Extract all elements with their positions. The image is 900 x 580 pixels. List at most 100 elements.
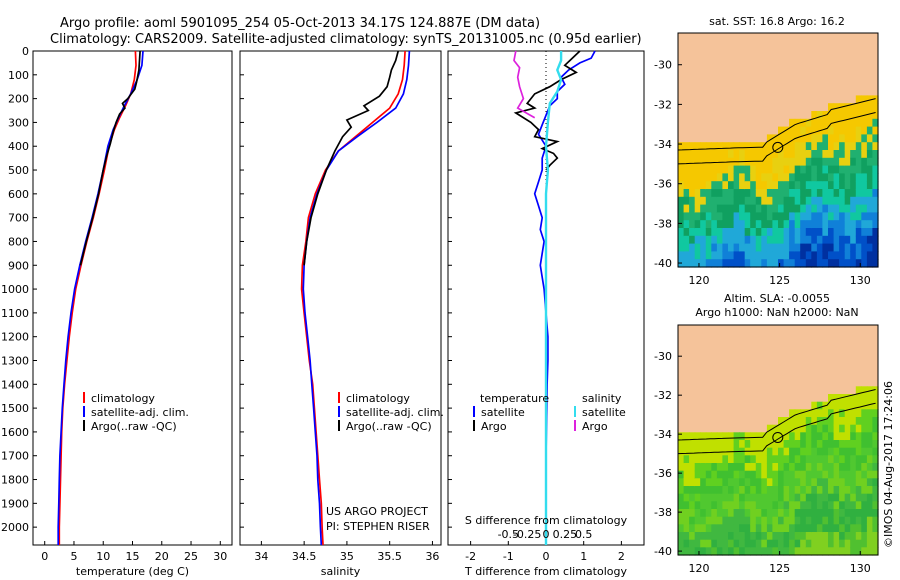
map-cell — [828, 486, 835, 495]
map-cell — [822, 455, 829, 464]
map-cell — [800, 243, 807, 252]
map-cell — [733, 486, 740, 495]
map-cell — [789, 118, 796, 128]
map-cell — [811, 165, 818, 174]
map-cell — [733, 524, 740, 533]
map-cell — [694, 150, 701, 159]
map-cell — [694, 547, 701, 556]
map-cell — [855, 417, 862, 426]
map-cell — [728, 532, 735, 541]
map-cell — [805, 259, 812, 268]
map-cell — [861, 228, 868, 237]
map-cell — [678, 173, 685, 182]
map-cell — [783, 501, 790, 510]
map-cell — [772, 470, 779, 479]
map-cell — [689, 235, 696, 245]
x-axis-label: T difference from climatology — [464, 565, 627, 578]
map-cell — [872, 165, 879, 174]
map-cell — [805, 212, 812, 221]
map-cell — [705, 432, 712, 441]
map-cell — [811, 196, 818, 206]
map-cell — [789, 424, 796, 433]
map-cell — [828, 501, 835, 510]
map-cell — [716, 463, 724, 472]
map-cell — [689, 165, 696, 174]
map-cell — [683, 204, 690, 213]
map-cell — [833, 134, 840, 143]
map-cell — [822, 486, 829, 495]
map-cell — [783, 259, 790, 268]
map-cell — [866, 440, 874, 449]
map-cell — [739, 220, 746, 229]
map-cell — [855, 235, 862, 245]
map-cell — [850, 463, 857, 472]
map-cell — [783, 142, 790, 151]
map-cell — [694, 532, 701, 541]
map-cell — [761, 463, 768, 472]
map-cell — [850, 516, 857, 525]
map-cell — [828, 478, 835, 487]
map-frame — [677, 324, 879, 556]
map-cell — [750, 524, 757, 533]
map-cell — [761, 486, 768, 495]
map-cell — [755, 173, 762, 182]
map-cell — [850, 103, 857, 112]
map-cell — [811, 259, 818, 268]
map-cell — [722, 509, 729, 518]
map-cell — [855, 181, 862, 190]
map-cell — [800, 235, 807, 245]
map-cell — [744, 173, 751, 182]
map-cell — [833, 432, 840, 441]
map-cell — [811, 509, 818, 518]
map-cell — [689, 470, 696, 479]
map-cell — [844, 409, 851, 418]
map-cell — [772, 478, 779, 487]
map-cell — [711, 150, 718, 159]
map-cell — [778, 181, 785, 190]
map-cell — [839, 463, 846, 472]
legend-title-temperature: temperature — [480, 392, 549, 405]
map-cell — [872, 157, 879, 167]
map-cell — [766, 532, 774, 541]
map-cell — [844, 126, 851, 135]
map-cell — [761, 243, 768, 252]
map-cell — [761, 440, 768, 449]
map-cell — [700, 196, 707, 206]
map-cell — [678, 189, 685, 198]
map-cell — [766, 235, 774, 245]
map-cell — [861, 432, 868, 441]
map-cell — [789, 409, 796, 418]
map-cell — [750, 463, 757, 472]
map-cell — [778, 424, 785, 433]
map-cell — [872, 417, 879, 426]
map-cell — [683, 259, 690, 268]
map-cell — [744, 516, 751, 525]
map-cell — [855, 103, 862, 112]
map-cell — [805, 243, 812, 252]
map-cell — [855, 196, 862, 206]
map-cell — [739, 235, 746, 245]
map-cell — [783, 417, 790, 426]
map-cell — [705, 228, 712, 237]
map-cell — [678, 486, 685, 495]
map-cell — [733, 228, 740, 237]
map-cell — [728, 455, 735, 464]
map-cell — [755, 228, 762, 237]
map-cell — [683, 516, 690, 525]
map-cell — [789, 173, 796, 182]
map-cell — [694, 509, 701, 518]
map-cell — [822, 509, 829, 518]
map-cell — [705, 150, 712, 159]
map-cell — [728, 150, 735, 159]
map-cell — [794, 455, 801, 464]
map-cell — [750, 142, 757, 151]
map-cell — [844, 532, 851, 541]
map-cell — [861, 486, 868, 495]
map-cell — [850, 165, 857, 174]
map-cell — [705, 547, 712, 556]
map-cell — [750, 455, 757, 464]
map-cell — [778, 493, 785, 502]
map-cell — [833, 111, 840, 120]
map-cell — [761, 220, 768, 229]
shelf-contour — [677, 402, 876, 455]
